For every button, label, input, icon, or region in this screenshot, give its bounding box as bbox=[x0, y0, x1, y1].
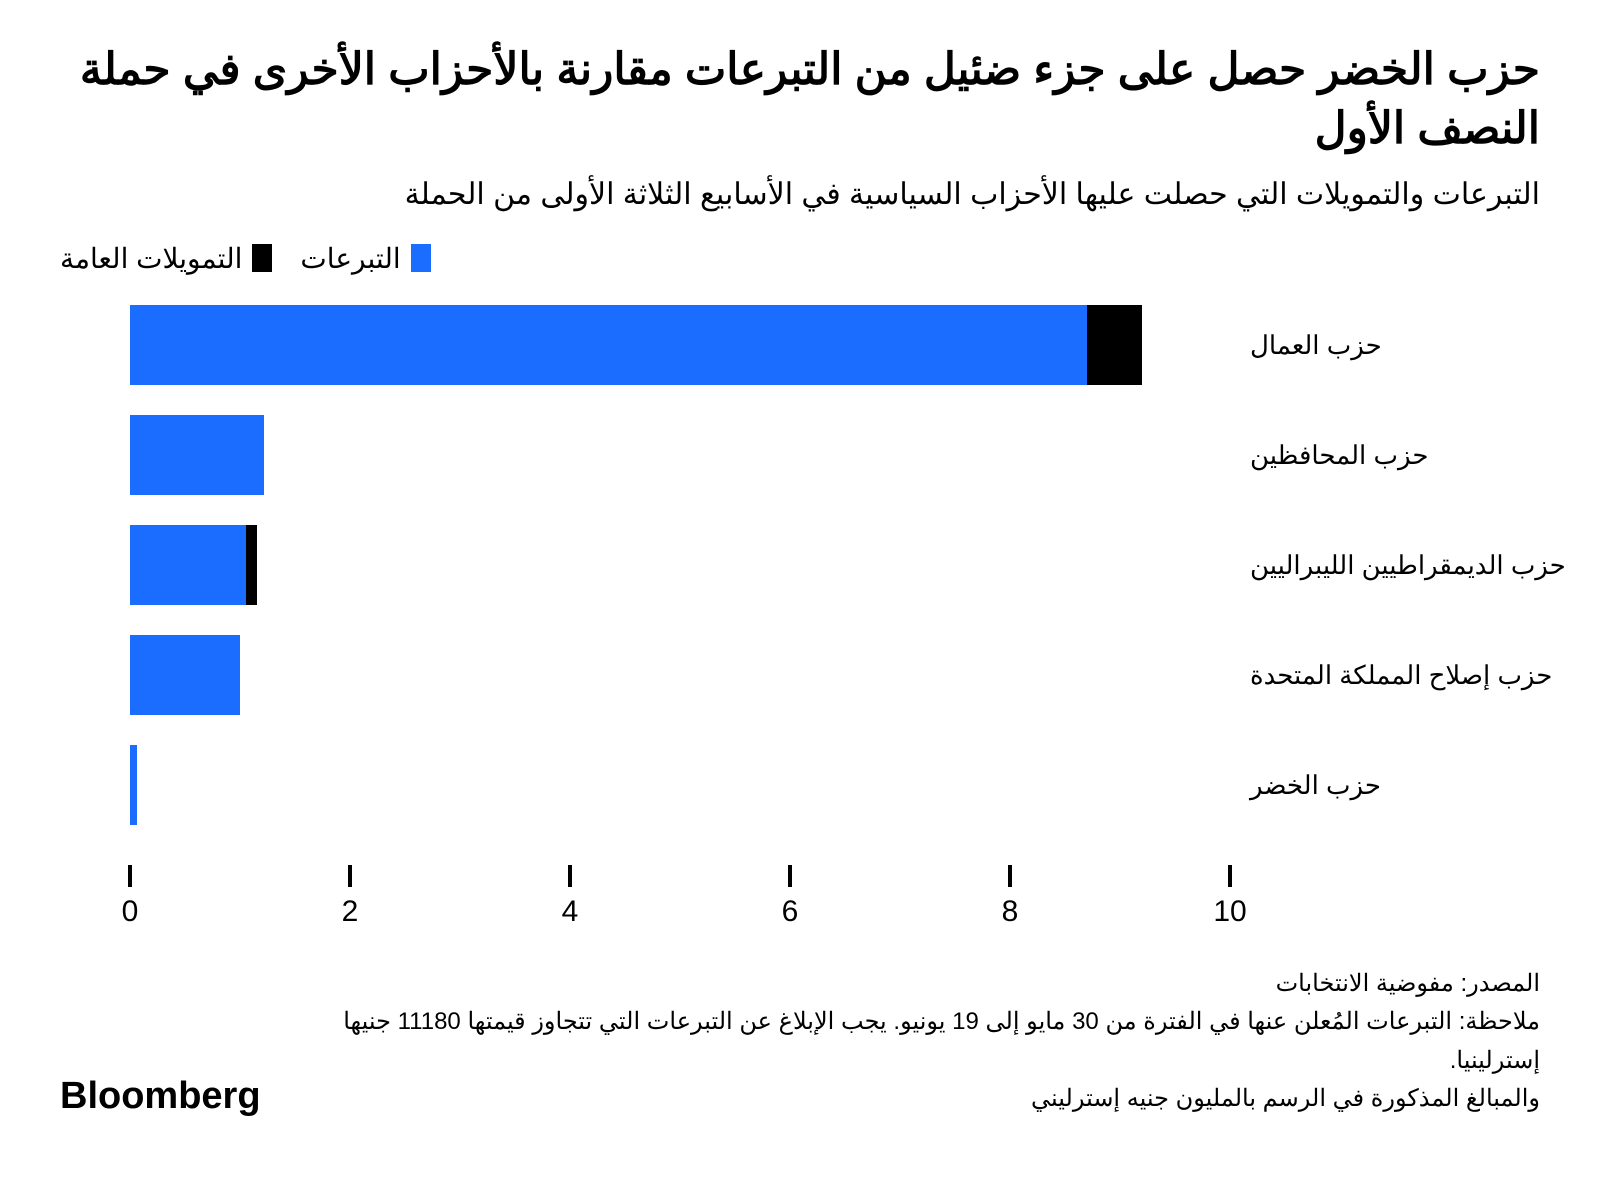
category-label: حزب المحافظين bbox=[1250, 415, 1428, 495]
legend-item-donations: التبرعات bbox=[300, 242, 430, 275]
bar-public-funding bbox=[1087, 305, 1142, 385]
chart-subtitle: التبرعات والتمويلات التي حصلت عليها الأح… bbox=[60, 177, 1540, 212]
chart: حزب العمالحزب المحافظينحزب الديمقراطيين … bbox=[60, 305, 1540, 945]
category-label: حزب إصلاح المملكة المتحدة bbox=[1250, 635, 1552, 715]
x-tick bbox=[788, 865, 792, 887]
bar-public-funding bbox=[246, 525, 257, 605]
x-tick bbox=[128, 865, 132, 887]
x-tick-label: 10 bbox=[1213, 895, 1246, 929]
footer-notes: المصدر: مفوضية الانتخابات ملاحظة: التبرع… bbox=[340, 965, 1540, 1119]
x-tick-label: 2 bbox=[342, 895, 359, 929]
x-axis: 0246810 bbox=[130, 865, 1230, 945]
legend-label-public-funding: التمويلات العامة bbox=[60, 242, 242, 275]
bar-row: حزب إصلاح المملكة المتحدة bbox=[130, 635, 1230, 715]
footer-note1: ملاحظة: التبرعات المُعلن عنها في الفترة … bbox=[340, 1003, 1540, 1080]
bar-donations bbox=[130, 525, 246, 605]
x-tick-label: 8 bbox=[1002, 895, 1019, 929]
legend-swatch-donations bbox=[411, 244, 431, 272]
x-tick bbox=[348, 865, 352, 887]
legend-label-donations: التبرعات bbox=[300, 242, 400, 275]
x-tick-label: 6 bbox=[782, 895, 799, 929]
bar-donations bbox=[130, 745, 137, 825]
plot-area: حزب العمال حزب المحافظين حزب الديمقراطيين … bbox=[130, 305, 1230, 865]
chart-title: حزب الخضر حصل على جزء ضئيل من التبرعات م… bbox=[60, 40, 1540, 159]
legend-swatch-public-funding bbox=[252, 244, 272, 272]
bar-donations bbox=[130, 305, 1087, 385]
x-tick-label: 0 bbox=[122, 895, 139, 929]
bar-row: حزب الديمقراطيين الليبراليين bbox=[130, 525, 1230, 605]
brand-logo: Bloomberg bbox=[60, 1075, 261, 1118]
bar-donations bbox=[130, 415, 264, 495]
bar-row: حزب الخضر bbox=[130, 745, 1230, 825]
x-tick-label: 4 bbox=[562, 895, 579, 929]
category-label: حزب العمال bbox=[1250, 305, 1382, 385]
x-tick bbox=[1228, 865, 1232, 887]
x-tick bbox=[568, 865, 572, 887]
bar-donations bbox=[130, 635, 240, 715]
footer-note2: والمبالغ المذكورة في الرسم بالمليون جنيه… bbox=[340, 1080, 1540, 1118]
bar-row: حزب المحافظين bbox=[130, 415, 1230, 495]
legend: التبرعات التمويلات العامة bbox=[60, 242, 1540, 275]
x-tick bbox=[1008, 865, 1012, 887]
bar-row: حزب العمال bbox=[130, 305, 1230, 385]
footer-source: المصدر: مفوضية الانتخابات bbox=[340, 965, 1540, 1003]
category-label: حزب الديمقراطيين الليبراليين bbox=[1250, 525, 1566, 605]
category-label: حزب الخضر bbox=[1250, 745, 1381, 825]
legend-item-public-funding: التمويلات العامة bbox=[60, 242, 272, 275]
